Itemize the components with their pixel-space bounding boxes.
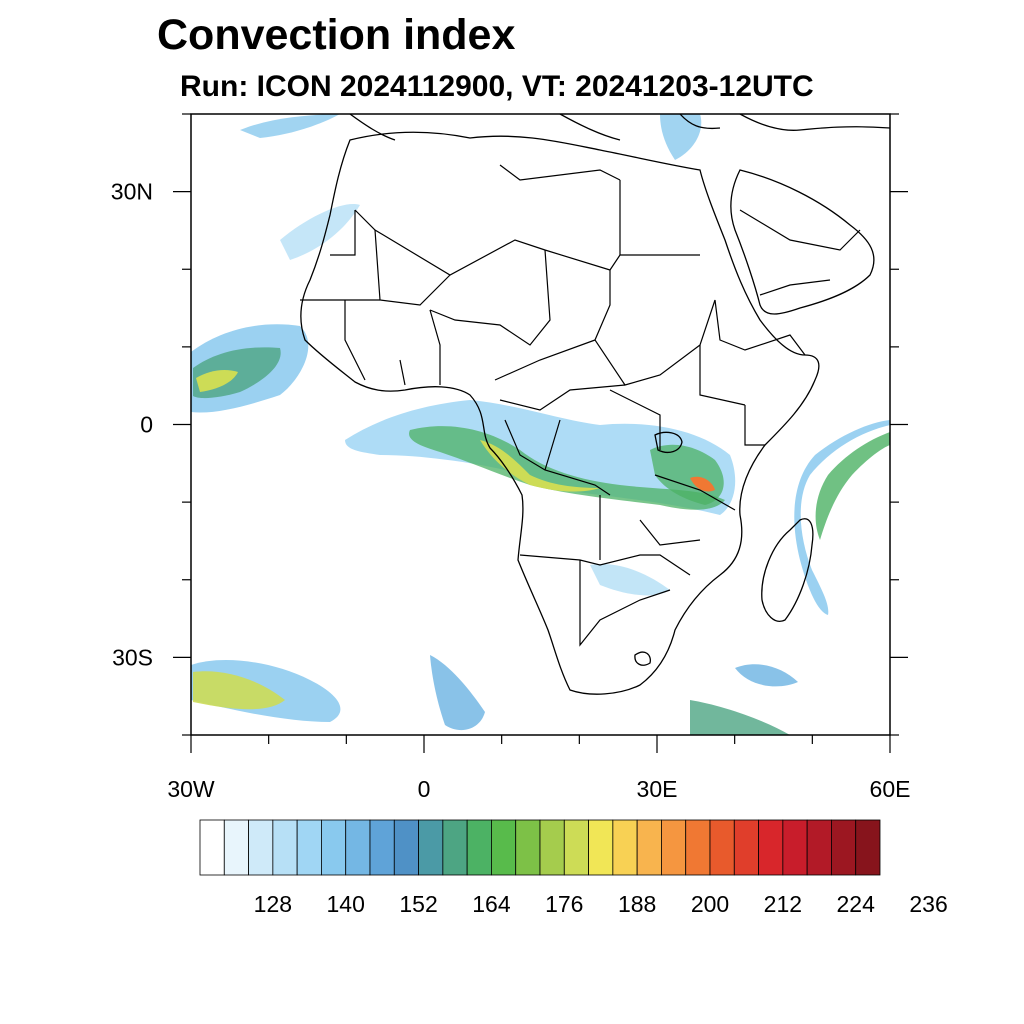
border-libya-egypt [499, 164, 621, 255]
colorbar-label: 128 [254, 891, 292, 917]
lon-tick-label: 0 [418, 776, 431, 802]
colorbar-swatch [612, 819, 638, 876]
border-west-africa [300, 210, 441, 386]
field-south-east [690, 700, 790, 735]
colorbar-swatch [588, 819, 614, 876]
colorbar-label: 212 [764, 891, 802, 917]
field-north-atlantic [240, 114, 340, 138]
colorbar-swatch [685, 819, 711, 876]
field-indian-ocean-core [815, 432, 890, 540]
colorbar-swatch [539, 819, 565, 876]
field-mideast [660, 114, 702, 160]
lon-tick-label: 30E [637, 776, 678, 802]
madagascar [761, 518, 814, 622]
colorbar-labels: 128 140 152 164 176 188 200 212 224 236 [254, 891, 948, 917]
colorbar-label: 140 [327, 891, 365, 917]
chart-title: Convection index [157, 11, 516, 59]
colorbar-swatch [442, 819, 468, 876]
border-congo-basin [544, 389, 736, 511]
convection-field [191, 114, 890, 735]
field-west-sahara [280, 204, 360, 260]
colorbar-swatch [223, 819, 249, 876]
colorbar-swatch [709, 819, 735, 876]
colorbar-swatch [418, 819, 444, 876]
colorbar-swatch [491, 819, 517, 876]
border-arabia [739, 209, 861, 296]
colorbar-swatch [733, 819, 759, 876]
lake-victoria [654, 431, 683, 453]
arabia-coastline [730, 169, 875, 315]
colorbar-swatch [466, 819, 492, 876]
colorbar-label: 224 [837, 891, 876, 917]
field-east-africa-peak [690, 476, 715, 492]
colorbar [199, 819, 881, 876]
colorbar-label: 188 [618, 891, 656, 917]
mediterranean-north-coast [349, 114, 890, 141]
border-mali [374, 229, 451, 306]
field-west-atlantic-peak [196, 370, 238, 392]
run-subtitle: Run: ICON 2024112900, VT: 20241203-12UTC [180, 70, 814, 103]
field-madagascar-south [735, 664, 798, 687]
colorbar-swatch [636, 819, 662, 876]
colorbar-swatch [758, 819, 784, 876]
colorbar-swatch [321, 819, 347, 876]
country-borders [300, 164, 861, 647]
colorbar-swatch [345, 819, 371, 876]
field-south-atlantic-core [193, 671, 285, 710]
lesotho [634, 651, 651, 666]
coastlines [300, 114, 890, 695]
colorbar-label: 176 [545, 891, 583, 917]
colorbar-swatch [515, 819, 541, 876]
colorbar-swatch [393, 819, 419, 876]
colorbar-swatch [199, 819, 225, 876]
axis-ticks [173, 113, 908, 753]
border-sudan [594, 270, 716, 386]
colorbar-swatch [296, 819, 322, 876]
colorbar-swatch [369, 819, 395, 876]
lat-tick-label: 30S [112, 644, 153, 670]
africa-coastline [300, 131, 820, 695]
colorbar-swatch [806, 819, 832, 876]
colorbar-swatch [782, 819, 808, 876]
colorbar-swatch [661, 819, 687, 876]
border-horn [699, 299, 806, 446]
colorbar-label: 152 [399, 891, 437, 917]
colorbar-swatch [272, 819, 298, 876]
colorbar-swatch [248, 819, 274, 876]
axis-tick-labels: 30N 0 30S 30W 0 30E 60E [111, 179, 911, 802]
colorbar-swatch [855, 819, 881, 876]
lat-tick-label: 30N [111, 179, 153, 205]
border-chad-niger [429, 249, 551, 346]
lon-tick-label: 60E [870, 776, 911, 802]
colorbar-label: 236 [909, 891, 947, 917]
border-southern-africa [519, 495, 701, 647]
colorbar-label: 164 [472, 891, 511, 917]
field-south-central [430, 655, 485, 731]
lon-tick-label: 30W [167, 776, 215, 802]
colorbar-swatch [831, 819, 857, 876]
lat-tick-label: 0 [140, 412, 153, 438]
colorbar-swatch [563, 819, 589, 876]
border-sahara-north [354, 209, 700, 276]
colorbar-label: 200 [691, 891, 729, 917]
field-southern-africa [590, 564, 670, 596]
